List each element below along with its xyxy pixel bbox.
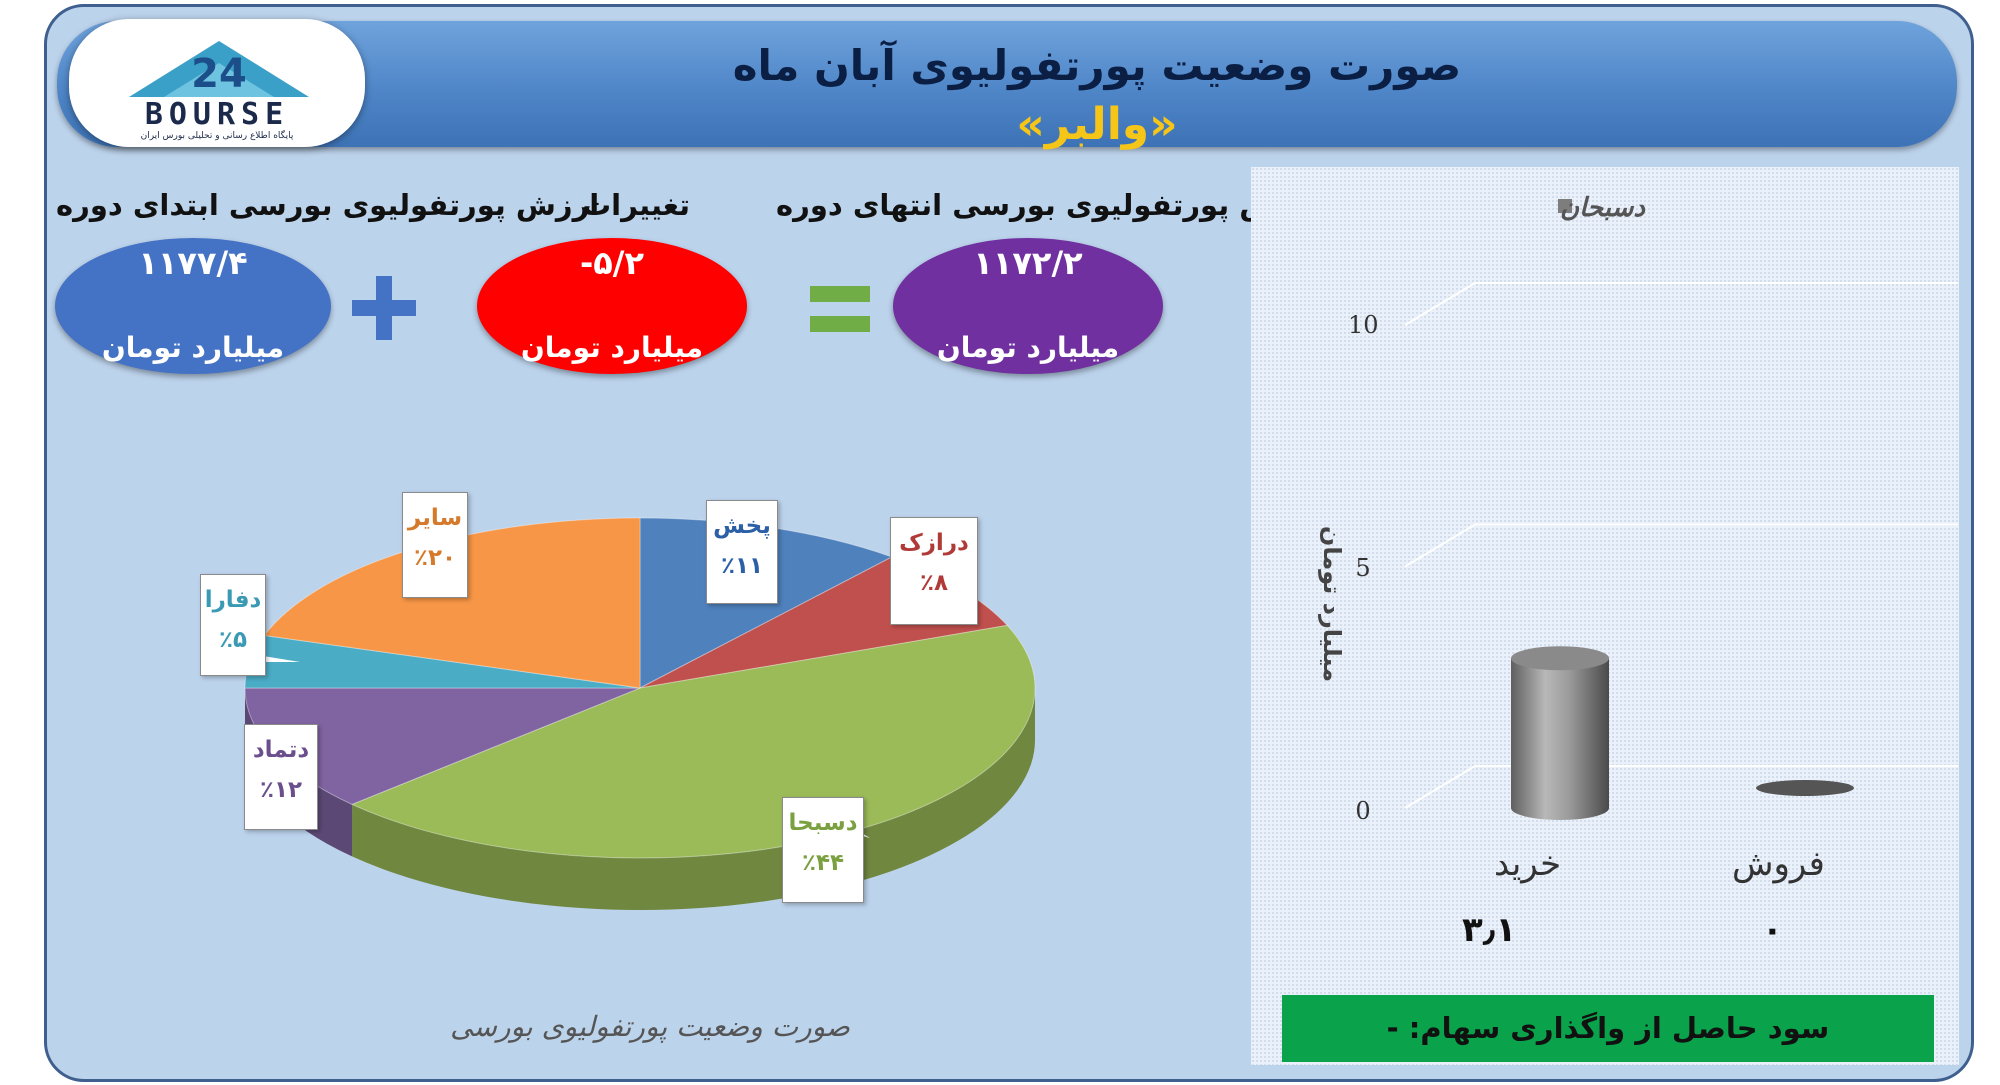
title-banner: صورت وضعیت پورتفولیوی آبان ماه «والبر» bbox=[57, 21, 1957, 150]
logo-mark: 24 bbox=[129, 41, 309, 97]
buy-value-label: ۳٫۱ bbox=[1462, 910, 1517, 950]
start-value: ۱۱۷۷/۴ bbox=[138, 244, 248, 282]
start-value-ellipse: ۱۱۷۷/۴ میلیارد تومان bbox=[55, 238, 331, 374]
change-label: تغییرات bbox=[582, 188, 691, 222]
y-tick-5: 5 bbox=[1355, 554, 1371, 582]
legend-swatch bbox=[1558, 199, 1572, 213]
end-value-ellipse: ۱۱۷۲/۲ میلیارد تومان bbox=[893, 238, 1163, 374]
start-value-label: ارزش پورتفولیوی بورسی ابتدای دوره bbox=[56, 188, 600, 222]
y-tick-0: 0 bbox=[1355, 797, 1371, 825]
fund-name: «والبر» bbox=[1016, 99, 1178, 150]
y-axis-label: میلیارد تومان bbox=[1318, 525, 1346, 683]
change-value: -۵/۲ bbox=[579, 244, 645, 282]
pie-label-dasobha: دسبحا ٪۴۴ bbox=[782, 797, 864, 903]
svg-text:24: 24 bbox=[191, 51, 247, 97]
y-tick-10: 10 bbox=[1348, 311, 1379, 339]
change-ellipse: -۵/۲ میلیارد تومان bbox=[477, 238, 747, 374]
start-unit: میلیارد تومان bbox=[101, 331, 285, 364]
x-category-sell: فروش bbox=[1732, 844, 1825, 884]
pie-label-darazak: درازک ٪۸ bbox=[890, 517, 978, 625]
pie-label-pakhsh: پخش ٪۱۱ bbox=[706, 500, 778, 604]
plus-sign bbox=[352, 276, 416, 340]
bar-chart-panel bbox=[1251, 167, 1959, 1065]
pie-caption: صورت وضعیت پورتفولیوی بورسی bbox=[450, 1010, 850, 1043]
equal-sign bbox=[810, 286, 870, 332]
logo-tagline: پایگاه اطلاع رسانی و تحلیلی بورس ایران bbox=[140, 131, 294, 141]
bourse-logo: 24 BOURSE پایگاه اطلاع رسانی و تحلیلی بو… bbox=[69, 19, 365, 147]
pie-label-dafara: دفارا ٪۵ bbox=[200, 574, 266, 676]
pie-label-sayer: سایر ٪۲۰ bbox=[402, 492, 468, 598]
legend-label: دسبحان bbox=[1560, 193, 1646, 223]
page-title: صورت وضعیت پورتفولیوی آبان ماه bbox=[732, 41, 1462, 90]
end-value-label: ارزش پورتفولیوی بورسی انتهای دوره bbox=[776, 188, 1323, 222]
profit-bar: سود حاصل از واگذاری سهام: - bbox=[1282, 995, 1934, 1062]
sell-value-label: ۰ bbox=[1762, 910, 1783, 950]
x-category-buy: خرید bbox=[1494, 844, 1562, 884]
pie-label-datmad: دتماد ٪۱۲ bbox=[244, 724, 318, 830]
end-value: ۱۱۷۲/۲ bbox=[973, 244, 1083, 282]
end-unit: میلیارد تومان bbox=[936, 331, 1120, 364]
logo-text: BOURSE bbox=[144, 97, 290, 132]
change-unit: میلیارد تومان bbox=[520, 331, 704, 364]
